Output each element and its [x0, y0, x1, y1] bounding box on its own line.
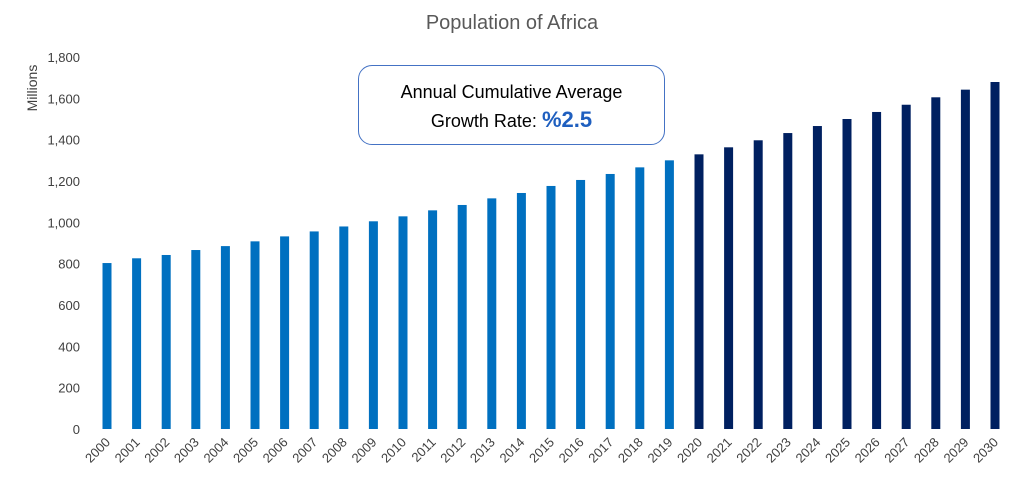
bar-2026 [872, 111, 882, 430]
bar-2011 [428, 210, 438, 429]
bar-2010 [398, 216, 408, 429]
bar-2012 [457, 204, 467, 429]
bar-2024 [812, 126, 822, 429]
x-tick-label: 2013 [467, 435, 498, 466]
x-tick-label: 2014 [496, 435, 527, 466]
x-tick-label: 2009 [348, 435, 379, 466]
bar-2027 [901, 104, 911, 430]
bar-2016 [576, 179, 586, 429]
bar-2004 [220, 246, 230, 429]
x-tick-label: 2017 [585, 435, 616, 466]
y-tick-label: 1,400 [47, 133, 80, 148]
y-tick-label: 600 [58, 298, 80, 313]
y-tick-label: 800 [58, 257, 80, 272]
y-tick-label: 0 [73, 422, 80, 437]
bar-2001 [132, 258, 142, 429]
x-tick-label: 2024 [792, 435, 823, 466]
x-tick-label: 2026 [852, 435, 883, 466]
bar-2030 [990, 82, 1000, 430]
y-tick-label: 200 [58, 381, 80, 396]
x-tick-label: 2010 [378, 435, 409, 466]
x-tick-label: 2028 [911, 435, 942, 466]
x-tick-label: 2021 [704, 435, 735, 466]
x-tick-label: 2022 [733, 435, 764, 466]
x-tick-label: 2001 [112, 435, 143, 466]
x-tick-label: 2008 [319, 435, 350, 466]
x-tick-label: 2007 [289, 435, 320, 466]
x-tick-label: 2012 [437, 435, 468, 466]
bar-2015 [546, 185, 556, 429]
bar-2028 [931, 97, 941, 430]
bar-2014 [516, 192, 526, 429]
x-tick-label: 2019 [644, 435, 675, 466]
bar-2003 [191, 250, 201, 429]
x-tick-label: 2030 [970, 435, 1001, 466]
x-tick-label: 2002 [141, 435, 172, 466]
bar-2025 [842, 119, 852, 429]
chart-title: Population of Africa [425, 12, 599, 34]
x-tick-label: 2029 [940, 435, 971, 466]
bar-2002 [161, 254, 171, 429]
callout-rate: %2.5 [541, 107, 593, 132]
bar-2013 [487, 198, 497, 429]
bar-2008 [339, 226, 349, 429]
bar-2029 [960, 89, 970, 430]
x-tick-label: 2004 [200, 435, 231, 466]
x-tick-label: 2027 [881, 435, 912, 466]
x-tick-label: 2020 [674, 435, 705, 466]
y-tick-label: 400 [58, 339, 80, 354]
bar-2022 [753, 140, 763, 429]
bar-2017 [605, 173, 615, 429]
x-tick-label: 2018 [615, 435, 646, 466]
bar-2019 [664, 160, 674, 430]
y-tick-label: 1,600 [47, 91, 80, 106]
x-tick-label: 2015 [526, 435, 557, 466]
x-tick-label: 2023 [763, 435, 794, 466]
bar-2023 [783, 133, 793, 429]
callout-line2: Growth Rate: %2.5 [359, 106, 664, 135]
bar-2020 [694, 154, 704, 429]
bar-2021 [724, 147, 734, 429]
x-tick-label: 2000 [82, 435, 113, 466]
callout-label: Growth Rate: [430, 111, 537, 131]
bar-2009 [368, 221, 378, 429]
bar-2006 [280, 236, 290, 429]
growth-rate-callout: Annual Cumulative Average Growth Rate: %… [358, 65, 665, 145]
x-tick-label: 2003 [171, 435, 202, 466]
bar-2018 [635, 167, 645, 430]
bar-2007 [309, 231, 319, 429]
y-tick-label: 1,000 [47, 215, 80, 230]
bar-2000 [102, 263, 112, 429]
x-tick-label: 2011 [408, 435, 438, 465]
y-tick-label: 1,800 [47, 50, 80, 65]
x-tick-label: 2016 [556, 435, 587, 466]
x-tick-label: 2006 [260, 435, 291, 466]
x-tick-label: 2025 [822, 435, 853, 466]
y-tick-label: 1,200 [47, 174, 80, 189]
x-tick-label: 2005 [230, 435, 261, 466]
bar-2005 [250, 241, 260, 429]
callout-line1: Annual Cumulative Average [400, 82, 623, 102]
